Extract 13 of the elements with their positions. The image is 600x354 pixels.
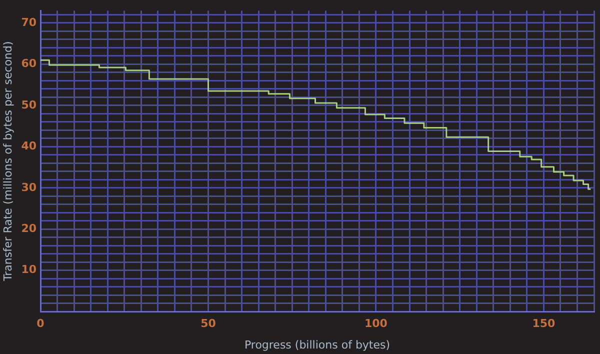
y-tick-label: 20 [21,222,37,235]
y-axis-title: Transfer Rate (millions of bytes per second) [1,41,14,282]
x-tick-label: 100 [364,317,388,330]
x-tick-label: 50 [200,317,216,330]
x-tick-label: 0 [36,317,45,330]
y-tick-label: 60 [21,57,37,70]
y-tick-label: 70 [21,16,37,29]
y-tick-label: 10 [21,263,37,276]
y-tick-label: 30 [21,180,37,194]
x-axis-title: Progress (billions of bytes) [244,338,390,352]
x-tick-label: 150 [532,317,556,330]
y-tick-label: 40 [21,140,37,153]
y-tick-label: 50 [21,98,37,112]
